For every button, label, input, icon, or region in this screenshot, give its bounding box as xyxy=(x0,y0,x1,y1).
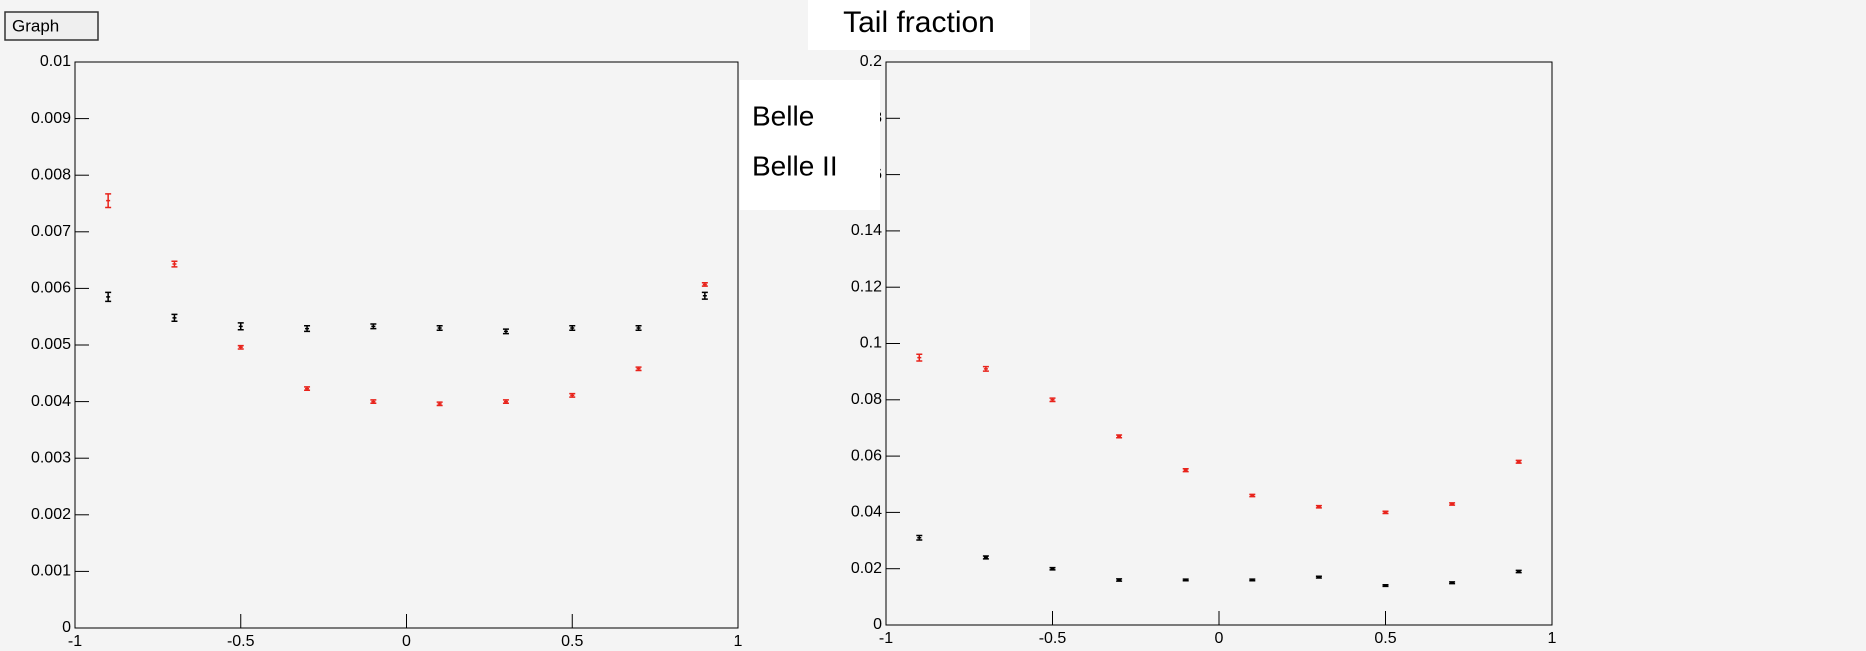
error-bar xyxy=(569,325,576,332)
legend-label: Belle II xyxy=(752,150,838,181)
chart-title: Tail fraction xyxy=(843,6,995,39)
x-tick-label: -1 xyxy=(879,630,893,647)
y-tick-label: 0.007 xyxy=(31,223,71,240)
error-bar xyxy=(105,291,112,303)
error-bar xyxy=(105,193,112,209)
y-tick-label: 0.02 xyxy=(851,560,882,577)
error-bar xyxy=(1116,578,1123,582)
y-tick-label: 0.002 xyxy=(31,506,71,523)
y-tick-label: 0.006 xyxy=(31,280,71,297)
y-tick-label: 0.06 xyxy=(851,447,882,464)
x-tick-label: 0.5 xyxy=(1374,630,1396,647)
y-tick-label: 0.01 xyxy=(40,53,71,70)
y-tick-label: 0.001 xyxy=(31,563,71,580)
error-bar xyxy=(916,534,923,541)
error-bar xyxy=(436,325,443,332)
error-bar xyxy=(502,399,509,405)
error-bar xyxy=(1315,575,1322,579)
error-bar xyxy=(171,313,178,322)
title-box xyxy=(4,11,99,41)
x-tick-label: 1 xyxy=(734,633,743,650)
error-bar xyxy=(304,325,311,333)
y-tick-label: 0.003 xyxy=(31,449,71,466)
error-bar xyxy=(370,323,377,330)
error-bar xyxy=(1249,578,1256,582)
x-tick-label: 0 xyxy=(1215,630,1224,647)
y-tick-label: 0.005 xyxy=(31,336,71,353)
error-bar xyxy=(304,386,311,392)
error-bar xyxy=(1182,468,1189,473)
y-tick-label: 0.008 xyxy=(31,166,71,183)
error-bar xyxy=(916,353,923,362)
legend-label: Belle xyxy=(752,100,814,131)
error-bar xyxy=(1315,504,1322,509)
x-tick-label: -1 xyxy=(68,633,82,650)
error-bar xyxy=(1515,569,1522,574)
x-tick-label: -0.5 xyxy=(227,633,255,650)
error-bar xyxy=(1382,583,1389,588)
error-bar xyxy=(1116,434,1123,439)
error-bar xyxy=(1515,459,1522,464)
error-bar xyxy=(436,401,443,407)
error-bar xyxy=(701,281,708,287)
y-tick-label: 0.08 xyxy=(851,391,882,408)
error-bar xyxy=(982,555,989,560)
error-bar xyxy=(237,344,244,350)
error-bar xyxy=(370,399,377,405)
y-tick-label: 0.009 xyxy=(31,110,71,127)
x-tick-label: -0.5 xyxy=(1039,630,1067,647)
error-bar xyxy=(1449,502,1456,506)
y-tick-label: 0.004 xyxy=(31,393,71,410)
y-tick-label: 0 xyxy=(873,616,882,633)
y-tick-label: 0.04 xyxy=(851,504,882,521)
error-bar xyxy=(1049,566,1056,571)
error-bar xyxy=(569,392,576,398)
y-tick-label: 0 xyxy=(62,619,71,636)
legend-box xyxy=(740,80,880,210)
error-bar xyxy=(1182,578,1189,582)
error-bar xyxy=(982,365,989,372)
error-bar xyxy=(1049,397,1056,403)
error-bar xyxy=(237,322,244,331)
x-tick-label: 1 xyxy=(1548,630,1557,647)
error-bar xyxy=(1449,581,1456,585)
x-tick-label: 0.5 xyxy=(561,633,583,650)
title-box xyxy=(808,0,1030,50)
error-bar xyxy=(1249,493,1256,498)
error-bar xyxy=(1382,510,1389,515)
y-tick-label: 0.2 xyxy=(860,53,882,70)
error-bar xyxy=(701,291,708,300)
x-tick-label: 0 xyxy=(402,633,411,650)
error-bar xyxy=(635,325,642,332)
error-bar xyxy=(171,260,178,268)
y-tick-label: 0.1 xyxy=(860,335,882,352)
y-tick-label: 0.14 xyxy=(851,222,882,239)
chart-title: Graph xyxy=(12,16,59,35)
y-tick-label: 0.12 xyxy=(851,278,882,295)
error-bar xyxy=(635,366,642,372)
error-bar xyxy=(502,328,509,335)
